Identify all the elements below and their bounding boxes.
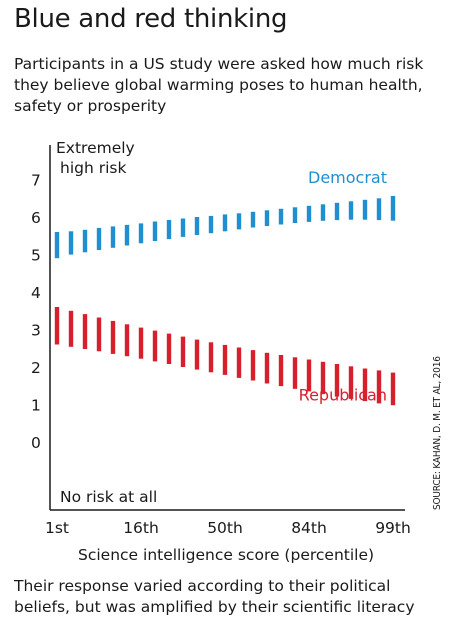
y-tick-label: 0 [31,434,41,452]
republican-range-bar [166,333,172,364]
series-labels: Democrat Republican [299,168,387,404]
democrat-range-bar [250,211,256,228]
x-tick-label: 50th [207,519,243,537]
x-tick-label: 16th [123,519,159,537]
republican-range-bar [68,310,74,347]
republican-range-bar [390,372,396,406]
republican-range-bar [124,324,130,357]
republican-range-bar [334,364,340,397]
republican-range-bar [208,342,214,373]
republican-range-bar [376,370,382,404]
democrat-range-bar [96,227,102,250]
y-top-label-line1: Extremely [56,139,135,157]
democrat-range-bar [222,214,228,232]
republican-range-bar [82,314,88,349]
x-tick-label: 99th [375,519,411,537]
republican-range-bar [278,355,284,387]
republican-range-bar [306,359,312,392]
republican-range-bar [138,327,144,359]
democrat-range-bar [138,223,144,244]
x-tick-label: 84th [291,519,327,537]
republican-range-bar [222,344,228,375]
y-tick-label: 7 [31,172,41,190]
democrat-range-bar [110,226,116,248]
democrat-range-bar [194,217,200,235]
republican-range-bar [54,307,60,345]
democrat-range-bar [68,231,74,255]
y-tick-labels: 0 1 2 3 4 5 6 7 [31,172,41,453]
republican-range-bar [348,366,354,399]
republican-range-bar [250,350,256,381]
y-tick-label: 5 [31,247,41,265]
y-tick-label: 2 [31,359,41,377]
y-tick-label: 4 [31,284,41,302]
democrat-range-bar [362,199,368,220]
republican-range-bar [110,320,116,354]
republican-range-bar [152,330,158,362]
republican-range-bar [362,368,368,402]
republican-range-bar [96,317,102,352]
republican-range-bar [180,336,186,367]
republican-range-bar [264,352,270,384]
democrat-range-bar [166,220,172,240]
y-tick-label: 3 [31,322,41,340]
chart-bars [54,196,396,406]
y-top-label-line2: high risk [60,159,126,177]
republican-range-bar [292,357,298,389]
x-tick-label: 1st [45,519,69,537]
x-tick-labels: 1st 16th 50th 84th 99th [45,519,411,537]
republican-range-bar [320,361,326,395]
democrat-range-bar [320,204,326,221]
democrat-range-bar [334,202,340,221]
democrat-range-bar [152,221,158,241]
democrat-range-bar [180,218,186,237]
chart-footnote: Their response varied according to their… [14,577,415,616]
democrat-range-bar [376,198,382,221]
y-tick-label: 6 [31,209,41,227]
democrat-series-label: Democrat [308,168,387,187]
chart-title: Blue and red thinking [14,4,288,34]
democrat-range-bar [124,224,130,246]
x-axis-label: Science intelligence score (percentile) [78,546,374,564]
democrat-range-bar [82,229,88,253]
democrat-range-bar [236,213,242,230]
source-credit: SOURCE: KAHAN, D. M. ET AL, 2016 [432,356,443,510]
democrat-range-bar [390,196,396,221]
democrat-range-bar [264,210,270,226]
democrat-range-bar [292,207,298,223]
republican-range-bar [236,347,242,378]
republican-series-label: Republican [299,385,387,404]
democrat-range-bar [348,201,354,220]
chart-subtitle: Participants in a US study were asked ho… [14,55,424,115]
democrat-range-bar [208,215,214,234]
republican-range-bar [194,339,200,370]
y-bottom-label: No risk at all [60,488,157,506]
y-tick-label: 1 [31,397,41,415]
democrat-range-bar [306,205,312,222]
democrat-range-bar [54,232,60,259]
democrat-range-bar [278,208,284,225]
